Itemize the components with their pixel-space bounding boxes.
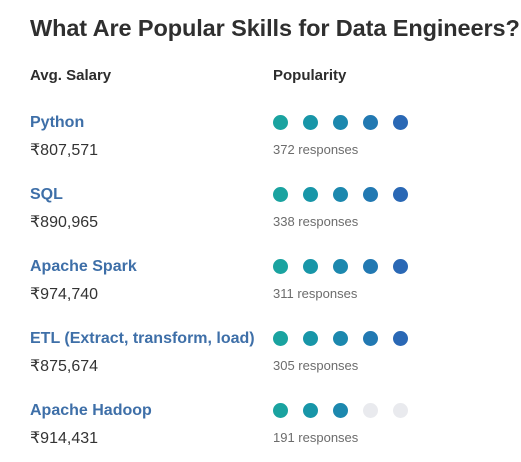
popularity-dot-filled — [303, 259, 318, 274]
popularity-dot-empty — [363, 403, 378, 418]
skill-link-apache-hadoop[interactable]: Apache Hadoop — [30, 402, 152, 419]
skill-salary: ₹875,674 — [30, 358, 99, 375]
skill-salary: ₹974,740 — [30, 286, 99, 303]
popularity-dot-filled — [273, 259, 288, 274]
skill-row-etl: ETL (Extract, transform, load) ₹875,674 … — [0, 330, 521, 390]
popularity-dot-filled — [333, 331, 348, 346]
popularity-rating — [273, 259, 413, 275]
popularity-header: Popularity — [273, 67, 347, 84]
skill-link-sql[interactable]: SQL — [30, 186, 63, 203]
popularity-dot-filled — [333, 187, 348, 202]
popularity-dot-filled — [303, 331, 318, 346]
response-count: 338 responses — [273, 214, 359, 229]
popularity-dot-filled — [303, 115, 318, 130]
skill-link-etl[interactable]: ETL (Extract, transform, load) — [30, 330, 255, 347]
page-title: What Are Popular Skills for Data Enginee… — [30, 15, 520, 41]
popularity-dot-filled — [393, 115, 408, 130]
popularity-dot-filled — [393, 187, 408, 202]
skill-link-apache-spark[interactable]: Apache Spark — [30, 258, 137, 275]
popularity-dot-filled — [273, 403, 288, 418]
skill-row-apache-hadoop: Apache Hadoop ₹914,431 191 responses — [0, 402, 521, 462]
popularity-dot-filled — [363, 259, 378, 274]
popularity-dot-filled — [303, 403, 318, 418]
popularity-dot-filled — [333, 403, 348, 418]
popularity-dot-filled — [333, 115, 348, 130]
avg-salary-header: Avg. Salary — [30, 67, 112, 84]
popularity-dot-filled — [273, 187, 288, 202]
skill-link-python[interactable]: Python — [30, 114, 85, 131]
popularity-dot-filled — [333, 259, 348, 274]
skill-row-sql: SQL ₹890,965 338 responses — [0, 186, 521, 246]
popularity-dot-filled — [363, 331, 378, 346]
response-count: 372 responses — [273, 142, 359, 157]
popularity-dot-filled — [363, 187, 378, 202]
popularity-dot-filled — [273, 115, 288, 130]
skill-salary: ₹914,431 — [30, 430, 99, 447]
popularity-rating — [273, 403, 413, 419]
popularity-dot-filled — [303, 187, 318, 202]
response-count: 191 responses — [273, 430, 359, 445]
skill-row-apache-spark: Apache Spark ₹974,740 311 responses — [0, 258, 521, 318]
skill-row-python: Python ₹807,571 372 responses — [0, 114, 521, 174]
popularity-rating — [273, 331, 413, 347]
skill-salary: ₹807,571 — [30, 142, 99, 159]
popularity-dot-filled — [393, 331, 408, 346]
popularity-dot-filled — [393, 259, 408, 274]
popularity-rating — [273, 115, 413, 131]
popularity-dot-filled — [363, 115, 378, 130]
popularity-rating — [273, 187, 413, 203]
response-count: 305 responses — [273, 358, 359, 373]
popularity-dot-filled — [273, 331, 288, 346]
skill-salary: ₹890,965 — [30, 214, 99, 231]
popularity-dot-empty — [393, 403, 408, 418]
response-count: 311 responses — [273, 286, 358, 301]
